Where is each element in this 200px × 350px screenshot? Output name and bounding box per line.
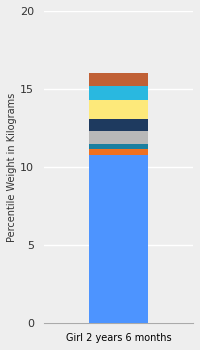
Y-axis label: Percentile Weight in Kilograms: Percentile Weight in Kilograms bbox=[7, 92, 17, 242]
Bar bbox=[89, 144, 148, 149]
Bar bbox=[89, 74, 148, 86]
Bar bbox=[89, 131, 148, 144]
Bar bbox=[89, 86, 148, 100]
Bar bbox=[89, 155, 148, 323]
Bar bbox=[89, 119, 148, 131]
Bar bbox=[89, 100, 148, 119]
Bar bbox=[89, 149, 148, 155]
